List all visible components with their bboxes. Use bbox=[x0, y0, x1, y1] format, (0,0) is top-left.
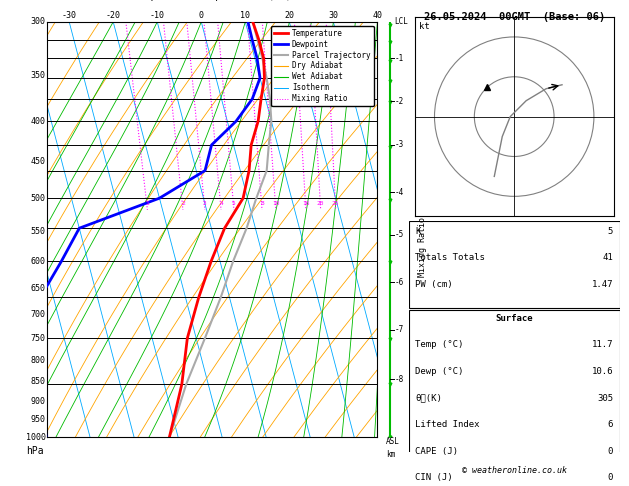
Text: -1: -1 bbox=[394, 54, 404, 63]
Text: 0: 0 bbox=[608, 473, 613, 482]
Text: 25: 25 bbox=[332, 201, 340, 206]
Text: -2: -2 bbox=[394, 97, 404, 105]
Text: 450: 450 bbox=[31, 157, 45, 166]
Text: Totals Totals: Totals Totals bbox=[415, 254, 485, 262]
Text: 0: 0 bbox=[199, 12, 204, 20]
Text: 20: 20 bbox=[284, 12, 294, 20]
Text: 900: 900 bbox=[31, 397, 45, 405]
Text: 26.05.2024  00GMT  (Base: 06): 26.05.2024 00GMT (Base: 06) bbox=[424, 12, 605, 22]
Text: 10.6: 10.6 bbox=[592, 367, 613, 376]
Text: © weatheronline.co.uk: © weatheronline.co.uk bbox=[462, 466, 567, 475]
Text: Temp (°C): Temp (°C) bbox=[415, 341, 464, 349]
Bar bbox=[409, 221, 620, 308]
Text: Lifted Index: Lifted Index bbox=[415, 420, 480, 429]
Text: -7: -7 bbox=[394, 325, 404, 334]
Text: 350: 350 bbox=[31, 70, 45, 80]
Text: 650: 650 bbox=[31, 284, 45, 293]
Text: 500: 500 bbox=[31, 194, 45, 203]
Text: 800: 800 bbox=[31, 356, 45, 365]
Text: LCL: LCL bbox=[394, 17, 408, 26]
Text: PW (cm): PW (cm) bbox=[415, 280, 453, 289]
Text: 700: 700 bbox=[31, 310, 45, 319]
Text: 16: 16 bbox=[302, 201, 309, 206]
Text: 4: 4 bbox=[219, 201, 223, 206]
Text: -20: -20 bbox=[106, 12, 121, 20]
Text: -4: -4 bbox=[394, 188, 404, 197]
Text: -5: -5 bbox=[394, 230, 404, 239]
Text: 3: 3 bbox=[203, 201, 207, 206]
Text: 11.7: 11.7 bbox=[592, 341, 613, 349]
Text: hPa: hPa bbox=[26, 446, 43, 456]
Text: -3: -3 bbox=[394, 140, 404, 150]
Text: K: K bbox=[415, 227, 421, 236]
Legend: Temperature, Dewpoint, Parcel Trajectory, Dry Adiabat, Wet Adiabat, Isotherm, Mi: Temperature, Dewpoint, Parcel Trajectory… bbox=[271, 26, 374, 106]
Text: -30: -30 bbox=[62, 12, 77, 20]
Text: 950: 950 bbox=[31, 415, 45, 424]
Text: km: km bbox=[386, 450, 396, 459]
Text: 5: 5 bbox=[608, 227, 613, 236]
Text: 1.47: 1.47 bbox=[592, 280, 613, 289]
Text: 400: 400 bbox=[31, 117, 45, 126]
Text: 850: 850 bbox=[31, 377, 45, 386]
Text: 550: 550 bbox=[31, 226, 45, 236]
Text: -10: -10 bbox=[150, 12, 165, 20]
Text: 10: 10 bbox=[272, 201, 279, 206]
Text: 41: 41 bbox=[603, 254, 613, 262]
Text: 8: 8 bbox=[260, 201, 264, 206]
Text: kt: kt bbox=[418, 22, 430, 31]
Text: 750: 750 bbox=[31, 333, 45, 343]
Text: -8: -8 bbox=[394, 375, 404, 384]
Text: 2: 2 bbox=[181, 201, 185, 206]
Text: 30: 30 bbox=[328, 12, 338, 20]
Bar bbox=[409, 311, 620, 486]
Text: 0: 0 bbox=[608, 447, 613, 456]
Text: Dewp (°C): Dewp (°C) bbox=[415, 367, 464, 376]
Text: 305: 305 bbox=[597, 394, 613, 402]
Text: 300: 300 bbox=[31, 17, 45, 26]
Text: ASL: ASL bbox=[386, 437, 400, 447]
Text: θᴇ(K): θᴇ(K) bbox=[415, 394, 442, 402]
Text: 10: 10 bbox=[240, 12, 250, 20]
Text: 1: 1 bbox=[145, 201, 149, 206]
Text: Mixing Ratio (g/kg): Mixing Ratio (g/kg) bbox=[418, 182, 427, 277]
Text: CIN (J): CIN (J) bbox=[415, 473, 453, 482]
Text: 40: 40 bbox=[372, 12, 382, 20]
Text: 6: 6 bbox=[608, 420, 613, 429]
Text: 5: 5 bbox=[232, 201, 236, 206]
Text: 600: 600 bbox=[31, 257, 45, 265]
Text: Surface: Surface bbox=[496, 314, 533, 323]
Text: 1000: 1000 bbox=[26, 433, 45, 442]
Text: CAPE (J): CAPE (J) bbox=[415, 447, 458, 456]
Text: -6: -6 bbox=[394, 278, 404, 287]
Text: 20: 20 bbox=[317, 201, 325, 206]
